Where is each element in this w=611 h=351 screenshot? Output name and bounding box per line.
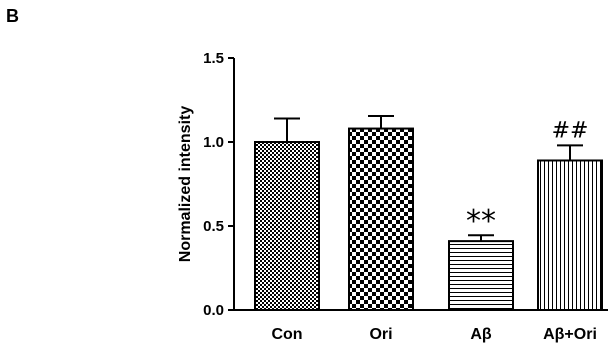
y-axis: 0.0 0.5 1.0 1.5 [203, 50, 235, 319]
y-tick-label: 0.0 [203, 302, 224, 319]
significance-group: ** ## [466, 118, 588, 239]
bar-2 [348, 127, 414, 311]
category-label-3: Aβ [470, 326, 492, 343]
category-label-1: Con [271, 326, 302, 343]
bar-3 [448, 240, 514, 311]
y-tick-label: 1.5 [203, 50, 224, 67]
y-tick-label: 0.5 [203, 218, 224, 235]
y-tick-label: 1.0 [203, 134, 224, 151]
significance-mark-3: ** [466, 204, 496, 239]
error-bars-group [274, 114, 583, 242]
y-axis-label: Normalized intensity [177, 106, 194, 263]
significance-mark-4: ## [552, 118, 589, 143]
bar-4 [537, 159, 603, 311]
bars-group [254, 127, 603, 311]
panel-label: B [6, 6, 19, 26]
category-labels-group: Con Ori Aβ Aβ+Ori [271, 326, 596, 343]
category-label-4: Aβ+Ori [543, 326, 597, 343]
category-label-2: Ori [369, 326, 392, 343]
bar-1 [254, 141, 320, 311]
